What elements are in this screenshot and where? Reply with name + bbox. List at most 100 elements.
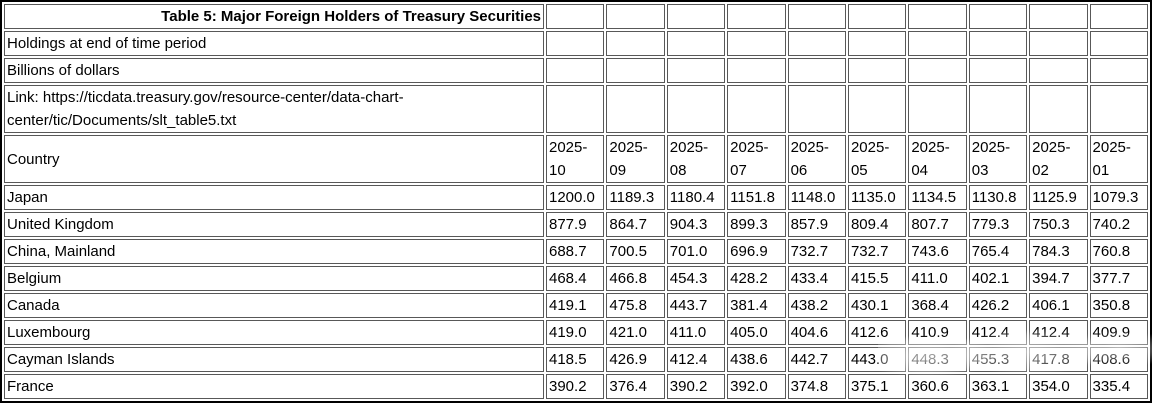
- value-cell: 408.6: [1089, 347, 1148, 372]
- value-cell: 732.7: [787, 239, 846, 264]
- empty-cell: [1029, 58, 1088, 83]
- value-cell: 857.9: [787, 212, 846, 237]
- value-cell: 696.9: [727, 239, 786, 264]
- empty-cell: [1089, 4, 1148, 29]
- value-cell: 421.0: [606, 320, 665, 345]
- period-column-header: 2025-06: [787, 135, 846, 183]
- value-cell: 354.0: [1029, 374, 1088, 399]
- value-cell: 411.0: [666, 320, 726, 345]
- value-cell: 428.2: [727, 266, 786, 291]
- empty-cell: [546, 4, 605, 29]
- value-cell: 743.6: [908, 239, 967, 264]
- empty-cell: [908, 85, 967, 133]
- value-cell: 1151.8: [727, 185, 786, 210]
- value-cell: 417.8: [1029, 347, 1088, 372]
- empty-cell: [968, 58, 1028, 83]
- empty-cell: [727, 58, 786, 83]
- value-cell: 468.4: [546, 266, 605, 291]
- empty-cell: [787, 31, 846, 56]
- table-row: Luxembourg 419.0 421.0 411.0 405.0 404.6 412.6…: [4, 320, 1148, 345]
- country-cell: Cayman Islands: [4, 347, 544, 372]
- value-cell: 405.0: [727, 320, 786, 345]
- empty-cell: [666, 85, 726, 133]
- country-cell: Luxembourg: [4, 320, 544, 345]
- value-cell: 406.1: [1029, 293, 1088, 318]
- table-title: Table 5: Major Foreign Holders of Treasu…: [4, 4, 544, 29]
- value-cell: 350.8: [1089, 293, 1148, 318]
- value-cell: 760.8: [1089, 239, 1148, 264]
- value-cell: 701.0: [666, 239, 726, 264]
- value-cell: 899.3: [727, 212, 786, 237]
- value-cell: 419.1: [546, 293, 605, 318]
- value-cell: 904.3: [666, 212, 726, 237]
- value-cell: 418.5: [546, 347, 605, 372]
- value-cell: 1125.9: [1029, 185, 1088, 210]
- value-cell: 1079.3: [1089, 185, 1148, 210]
- country-cell: United Kingdom: [4, 212, 544, 237]
- country-cell: Belgium: [4, 266, 544, 291]
- value-cell: 377.7: [1089, 266, 1148, 291]
- table-row: Holdings at end of time period: [4, 31, 1148, 56]
- table-row: Japan 1200.0 1189.3 1180.4 1151.8 1148.0 1135.…: [4, 185, 1148, 210]
- empty-cell: [666, 58, 726, 83]
- value-cell: 1135.0: [847, 185, 907, 210]
- value-cell: 443.0: [847, 347, 907, 372]
- value-cell: 688.7: [546, 239, 605, 264]
- country-cell: Japan: [4, 185, 544, 210]
- empty-cell: [606, 31, 665, 56]
- empty-cell: [908, 58, 967, 83]
- country-cell: China, Mainland: [4, 239, 544, 264]
- header-row: Country 2025-10 2025-09 2025-08 2025-07 2025-…: [4, 135, 1148, 183]
- table-row: Canada 419.1 475.8 443.7 381.4 438.2 430.1 368.…: [4, 293, 1148, 318]
- value-cell: 700.5: [606, 239, 665, 264]
- value-cell: 412.4: [666, 347, 726, 372]
- value-cell: 374.8: [787, 374, 846, 399]
- value-cell: 410.9: [908, 320, 967, 345]
- value-cell: 404.6: [787, 320, 846, 345]
- value-cell: 466.8: [606, 266, 665, 291]
- empty-cell: [1029, 31, 1088, 56]
- value-cell: 412.6: [847, 320, 907, 345]
- value-cell: 864.7: [606, 212, 665, 237]
- value-cell: 1130.8: [968, 185, 1028, 210]
- empty-cell: [727, 4, 786, 29]
- value-cell: 784.3: [1029, 239, 1088, 264]
- period-column-header: 2025-03: [968, 135, 1028, 183]
- empty-cell: [666, 4, 726, 29]
- value-cell: 1134.5: [908, 185, 967, 210]
- value-cell: 376.4: [606, 374, 665, 399]
- empty-cell: [606, 4, 665, 29]
- empty-cell: [908, 31, 967, 56]
- country-cell: Canada: [4, 293, 544, 318]
- value-cell: 438.2: [787, 293, 846, 318]
- value-cell: 363.1: [968, 374, 1028, 399]
- empty-cell: [968, 4, 1028, 29]
- subtitle-units: Billions of dollars: [4, 58, 544, 83]
- value-cell: 360.6: [908, 374, 967, 399]
- empty-cell: [546, 58, 605, 83]
- subtitle-holdings: Holdings at end of time period: [4, 31, 544, 56]
- value-cell: 412.4: [1029, 320, 1088, 345]
- empty-cell: [546, 31, 605, 56]
- period-column-header: 2025-01: [1089, 135, 1148, 183]
- value-cell: 740.2: [1089, 212, 1148, 237]
- value-cell: 1180.4: [666, 185, 726, 210]
- empty-cell: [847, 85, 907, 133]
- empty-cell: [787, 85, 846, 133]
- value-cell: 409.9: [1089, 320, 1148, 345]
- empty-cell: [727, 85, 786, 133]
- value-cell: 442.7: [787, 347, 846, 372]
- empty-cell: [606, 85, 665, 133]
- period-column-header: 2025-07: [727, 135, 786, 183]
- value-cell: 732.7: [847, 239, 907, 264]
- value-cell: 809.4: [847, 212, 907, 237]
- value-cell: 807.7: [908, 212, 967, 237]
- value-cell: 368.4: [908, 293, 967, 318]
- value-cell: 779.3: [968, 212, 1028, 237]
- value-cell: 381.4: [727, 293, 786, 318]
- value-cell: 375.1: [847, 374, 907, 399]
- period-column-header: 2025-09: [606, 135, 665, 183]
- empty-cell: [908, 4, 967, 29]
- period-column-header: 2025-05: [847, 135, 907, 183]
